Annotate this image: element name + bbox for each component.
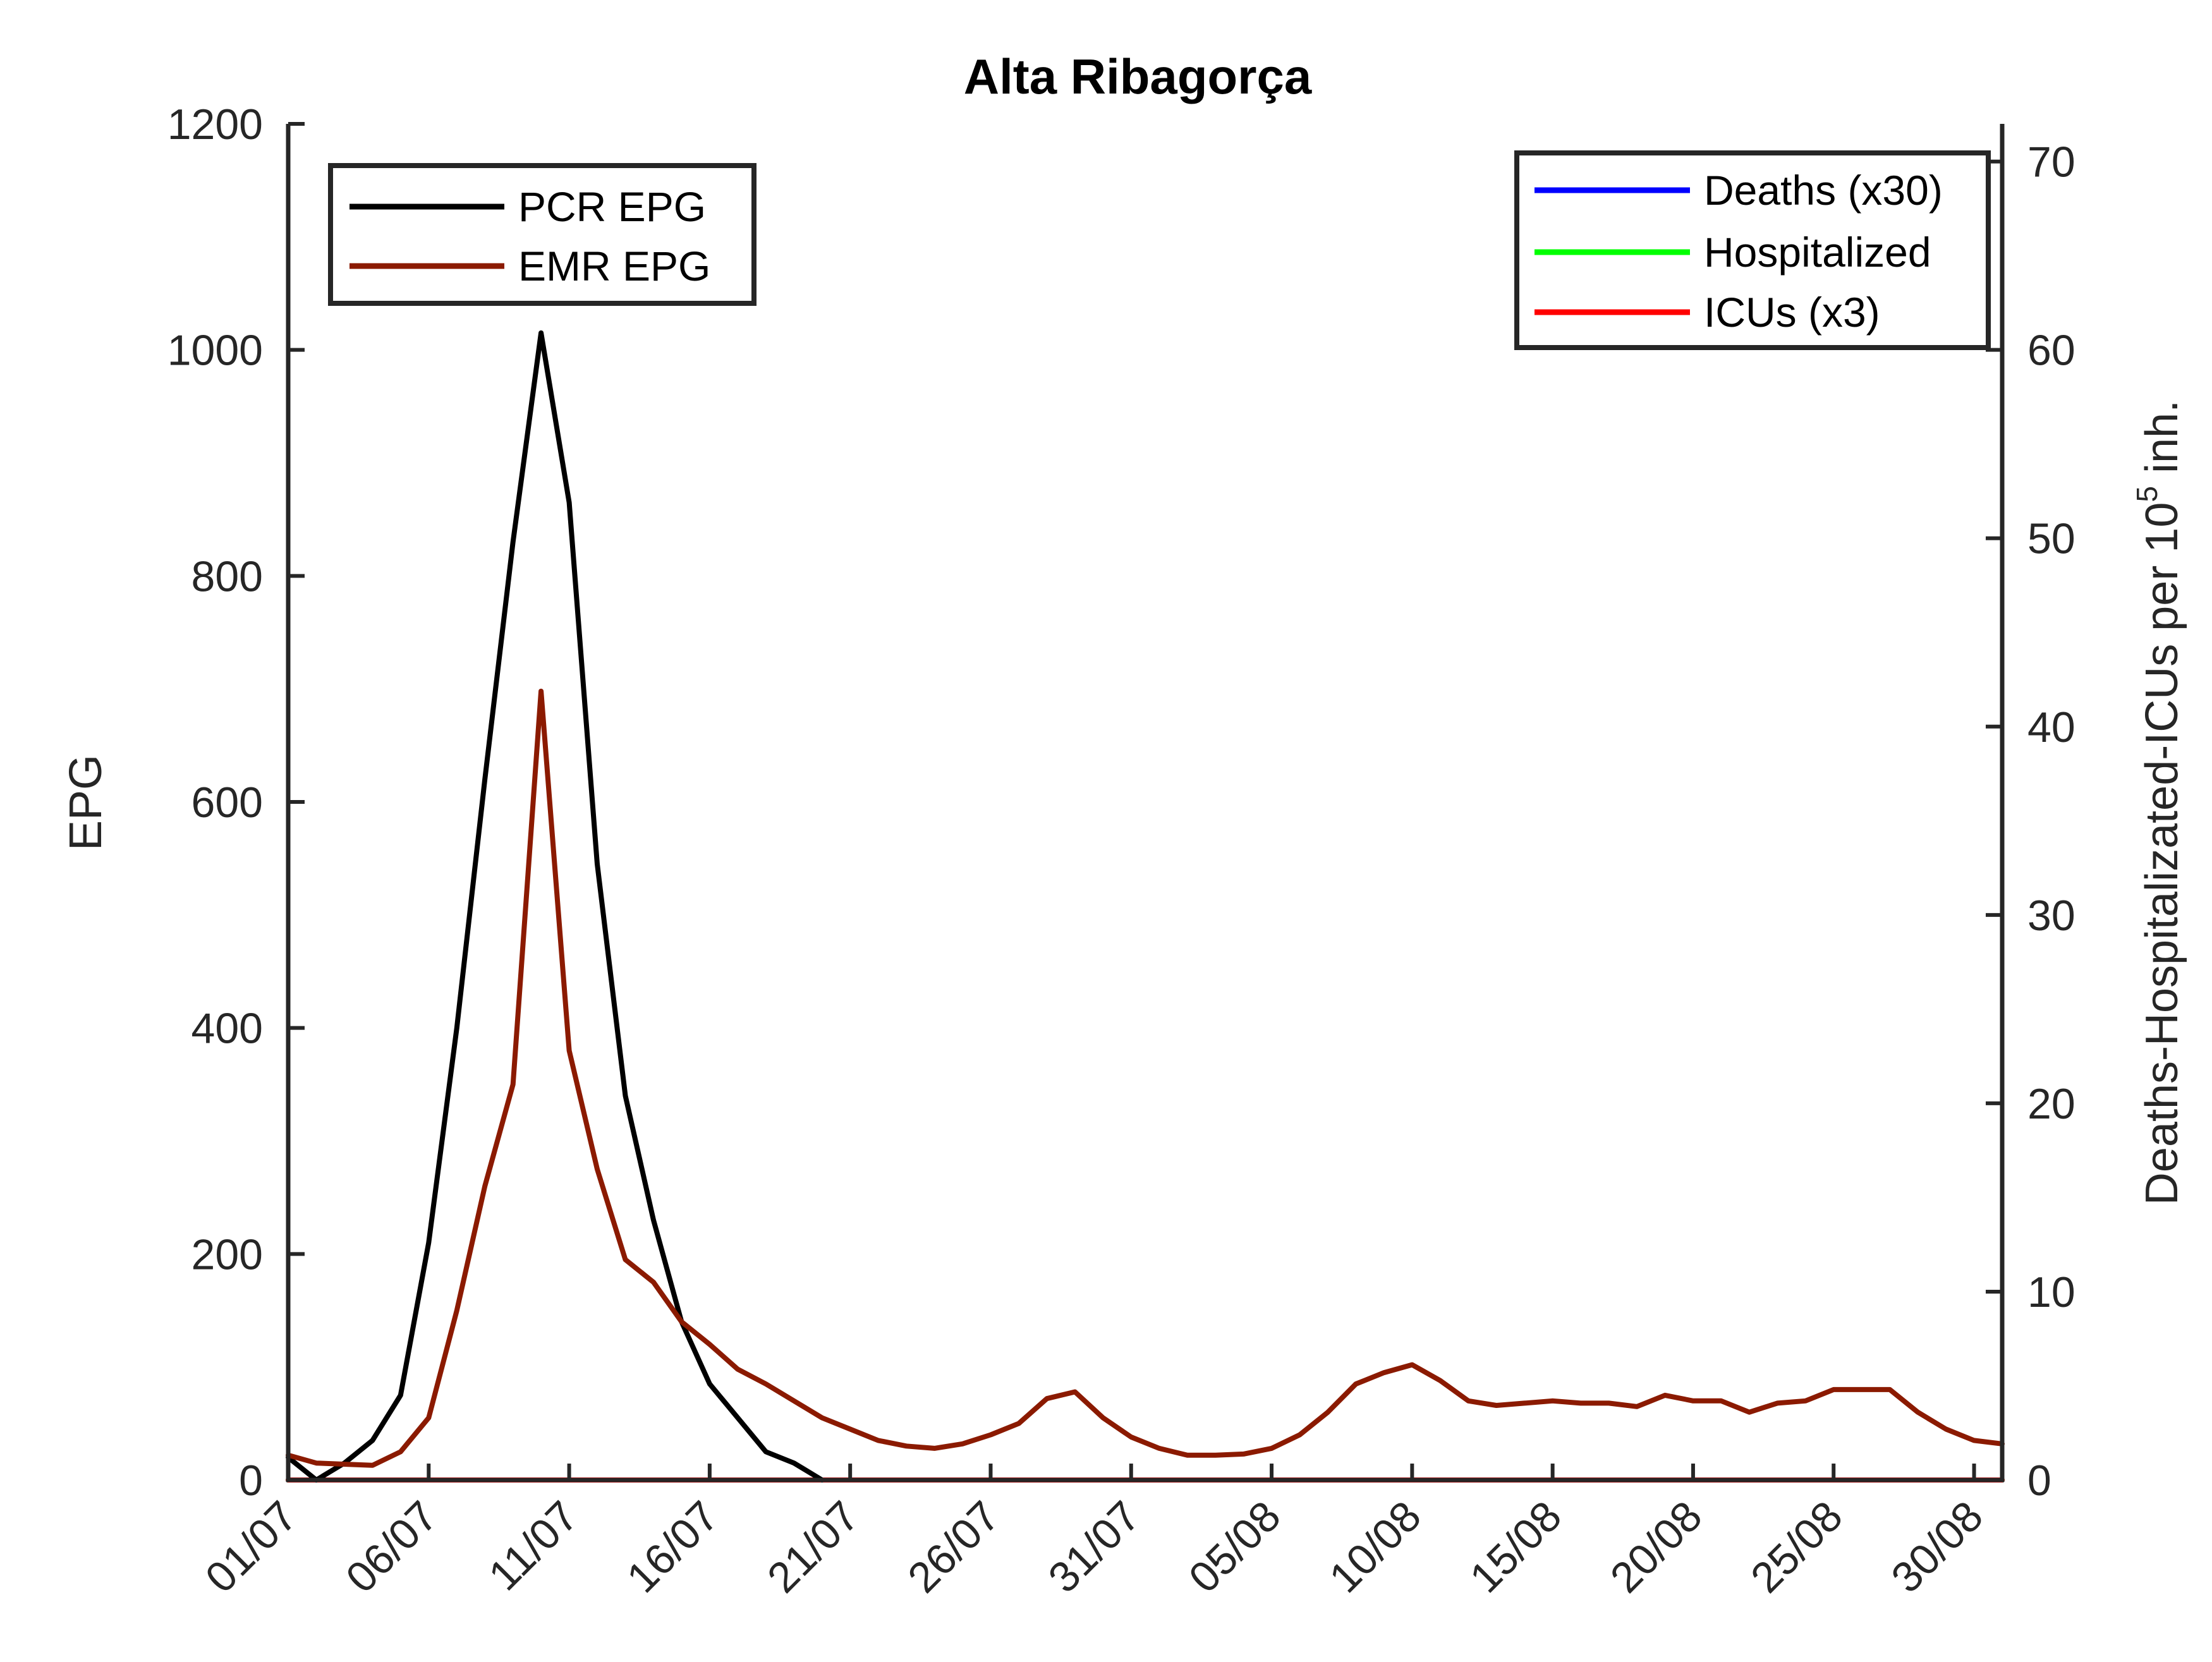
y-right-tick-label: 10 [2027,1268,2075,1316]
legend-left-label: EMR EPG [518,243,710,289]
y-right-tick-label: 50 [2027,515,2075,563]
y-right-tick-label: 0 [2027,1457,2051,1505]
y-left-tick-label: 800 [191,552,263,600]
y-axis-right-label-tail: inh. [2137,400,2187,486]
series-line-emr-epg [286,688,2005,1468]
y-left-tick-label: 1200 [167,100,263,149]
y-left-tick-label: 0 [239,1457,263,1505]
y-right-tick-label: 70 [2027,138,2075,186]
legend-right-label: Deaths (x30) [1704,167,1943,214]
y-right-tick-label: 60 [2027,327,2075,375]
y-axis-right-label-sup: 5 [2130,486,2163,502]
y-left-tick-label: 400 [191,1005,263,1053]
y-right-tick-label: 40 [2027,703,2075,751]
chart-title: Alta Ribagorça [964,49,1312,104]
legend-right-label: ICUs (x3) [1704,289,1880,336]
y-right-tick-label: 20 [2027,1080,2075,1128]
legend-left-box [328,163,757,306]
y-axis-right-label: Deaths-Hospitalizated-ICUs per 105 inh. [2130,400,2187,1205]
legend-left-label: PCR EPG [518,183,706,230]
y-right-tick-label: 30 [2027,892,2075,940]
series-line-pcr-epg [286,330,825,1483]
y-axis-left-label: EPG [61,755,111,851]
y-left-tick-label: 600 [191,779,263,827]
legend-right-label: Hospitalized [1704,229,1931,276]
y-axis-right-label-main: Deaths-Hospitalizated-ICUs per 10 [2137,502,2187,1205]
y-left-tick-label: 1000 [167,327,263,375]
legend-right: Deaths (x30) Hospitalized ICUs (x3) [1514,150,1991,350]
legend-left: PCR EPG EMR EPG [328,163,757,306]
y-left-tick-label: 200 [191,1230,263,1278]
